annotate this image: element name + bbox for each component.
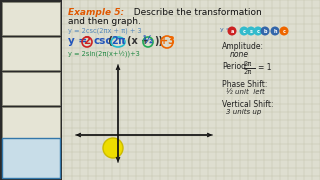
Bar bbox=[2, 37, 60, 70]
Text: y =: y = bbox=[220, 27, 231, 32]
Text: 2π: 2π bbox=[244, 69, 252, 75]
Circle shape bbox=[260, 26, 269, 35]
Text: (x +: (x + bbox=[127, 36, 149, 46]
Circle shape bbox=[253, 26, 262, 35]
Text: 2π: 2π bbox=[244, 61, 252, 67]
Circle shape bbox=[270, 26, 279, 35]
Circle shape bbox=[279, 26, 289, 35]
Text: c: c bbox=[243, 29, 245, 34]
Text: y = 2csc(2πx + π) + 3: y = 2csc(2πx + π) + 3 bbox=[68, 27, 142, 33]
Text: y = 2sin(2π(x+½))+3: y = 2sin(2π(x+½))+3 bbox=[68, 50, 140, 57]
Circle shape bbox=[246, 26, 255, 35]
Text: 2: 2 bbox=[84, 36, 91, 46]
Text: a: a bbox=[230, 29, 234, 34]
Text: c: c bbox=[257, 29, 260, 34]
Text: Example 5:: Example 5: bbox=[68, 8, 124, 17]
Text: Vertical Shift:: Vertical Shift: bbox=[222, 100, 274, 109]
Text: +3: +3 bbox=[160, 36, 174, 46]
Text: s: s bbox=[250, 29, 252, 34]
Text: )): )) bbox=[154, 36, 163, 46]
Text: 2π: 2π bbox=[111, 36, 125, 46]
Circle shape bbox=[228, 26, 236, 35]
Text: ½: ½ bbox=[143, 36, 153, 46]
Text: 3 units up: 3 units up bbox=[226, 109, 261, 115]
Text: h: h bbox=[273, 29, 277, 34]
Text: Describe the transformation: Describe the transformation bbox=[128, 8, 262, 17]
Bar bbox=[2, 2, 60, 35]
Text: Phase Shift:: Phase Shift: bbox=[222, 80, 268, 89]
Text: y =: y = bbox=[68, 36, 87, 46]
Bar bbox=[2, 138, 60, 178]
Text: and then graph.: and then graph. bbox=[68, 17, 141, 26]
Text: Period:: Period: bbox=[222, 62, 249, 71]
Text: none: none bbox=[230, 50, 249, 59]
Circle shape bbox=[239, 26, 249, 35]
Text: = 1: = 1 bbox=[258, 63, 271, 72]
Text: csc: csc bbox=[93, 36, 112, 46]
Circle shape bbox=[103, 138, 123, 158]
Bar bbox=[2, 107, 60, 140]
Text: ½ unit  left: ½ unit left bbox=[226, 89, 265, 95]
Bar bbox=[2, 72, 60, 105]
Text: c: c bbox=[283, 29, 285, 34]
Text: (: ( bbox=[108, 36, 113, 46]
Text: Amplitude:: Amplitude: bbox=[222, 42, 264, 51]
Bar bbox=[0, 0, 62, 180]
Text: b: b bbox=[263, 29, 267, 34]
